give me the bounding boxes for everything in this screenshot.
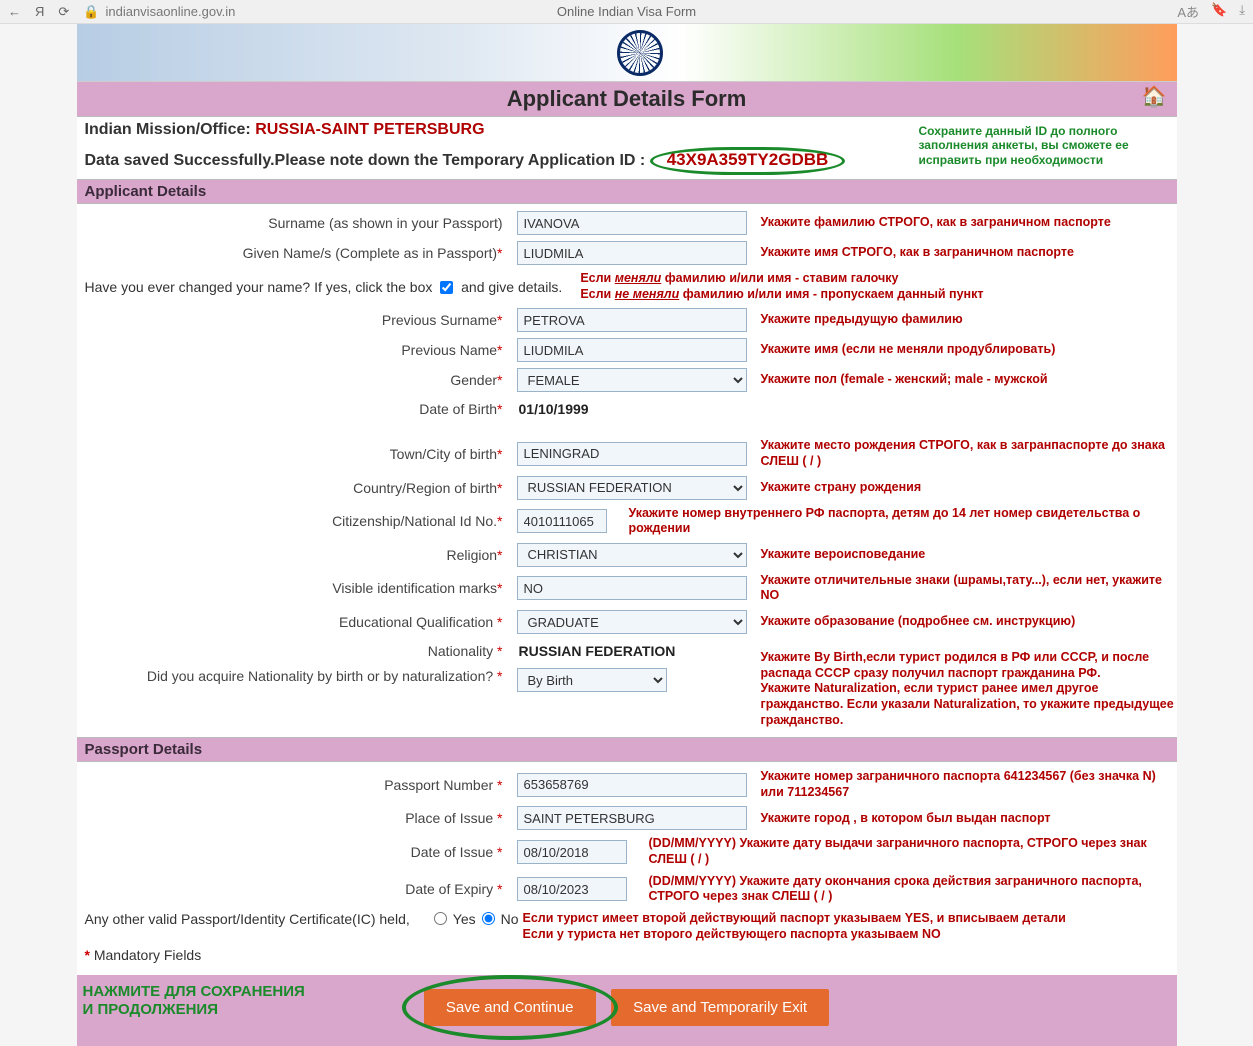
town-input[interactable] xyxy=(517,442,747,466)
label-no: No xyxy=(501,911,519,927)
label-gender: Gender xyxy=(450,372,497,388)
passport-form: Passport Number * Укажите номер загранич… xyxy=(77,762,1177,975)
save-continue-button[interactable]: Save and Continue xyxy=(424,989,596,1026)
hint-passnum: Укажите номер заграничного паспорта 6412… xyxy=(757,769,1177,800)
label-citizenid: Citizenship/National Id No. xyxy=(332,513,497,529)
hint-gender: Укажите пол (female - женский; male - му… xyxy=(757,372,1177,388)
changed-name-checkbox[interactable] xyxy=(440,281,453,294)
label-prev-surname: Previous Surname xyxy=(382,312,497,328)
nationality-value: RUSSIAN FEDERATION xyxy=(517,643,676,659)
dob-value: 01/10/1999 xyxy=(517,401,589,417)
marks-input[interactable] xyxy=(517,576,747,600)
surname-input[interactable] xyxy=(517,211,747,235)
date-expiry-input[interactable] xyxy=(517,877,627,901)
hint-religion: Укажите вероисповедание xyxy=(757,547,1177,563)
hint-prev-name: Укажите имя (если не меняли продублирова… xyxy=(757,342,1177,358)
nationality-acquire-select[interactable]: By Birth xyxy=(517,668,667,692)
hint-date-expiry: (DD/MM/YYYY) Укажите дату окончания срок… xyxy=(645,874,1177,905)
hint-other-passport: Если турист имеет второй действующий пас… xyxy=(519,911,1177,942)
header-banner xyxy=(77,24,1177,82)
label-yes: Yes xyxy=(453,911,476,927)
url-text: indianvisaonline.gov.in xyxy=(105,4,235,19)
browser-toolbar: ← Я ⟳ 🔒 indianvisaonline.gov.in Online I… xyxy=(0,0,1253,24)
label-place-issue: Place of Issue xyxy=(405,810,493,826)
footer-bar: НАЖМИТЕ ДЛЯ СОХРАНЕНИЯ И ПРОДОЛЖЕНИЯ Sav… xyxy=(77,975,1177,1046)
country-birth-select[interactable]: RUSSIAN FEDERATION xyxy=(517,476,747,500)
form-title: Applicant Details Form xyxy=(507,86,747,111)
other-passport-yes-radio[interactable] xyxy=(434,912,447,925)
hint-surname: Укажите фамилию СТРОГО, как в загранично… xyxy=(757,215,1177,231)
mission-label: Indian Mission/Office: xyxy=(85,121,251,138)
hint-country: Укажите страну рождения xyxy=(757,480,1177,496)
label-changed-name: Have you ever changed your name? If yes,… xyxy=(85,279,433,295)
form-title-bar: Applicant Details Form 🏠 xyxy=(77,82,1177,117)
application-id: 43X9A359TY2GDBB xyxy=(650,147,846,175)
yandex-icon[interactable]: Я xyxy=(35,4,44,19)
prev-name-input[interactable] xyxy=(517,338,747,362)
reload-icon[interactable]: ⟳ xyxy=(58,4,69,20)
lock-icon: 🔒 xyxy=(83,4,99,20)
label-prev-name: Previous Name xyxy=(401,342,497,358)
page: Applicant Details Form 🏠 Indian Mission/… xyxy=(77,24,1177,1046)
section-passport-details: Passport Details xyxy=(77,737,1177,762)
citizen-id-input[interactable] xyxy=(517,509,607,533)
hint-citizenid: Укажите номер внутреннего РФ паспорта, д… xyxy=(625,506,1177,537)
hint-edu: Укажите образование (подробнее см. инстр… xyxy=(757,614,1177,630)
label-date-issue: Date of Issue xyxy=(411,844,494,860)
back-icon[interactable]: ← xyxy=(8,4,21,19)
education-select[interactable]: GRADUATE xyxy=(517,610,747,634)
label-acquire: Did you acquire Nationality by birth or … xyxy=(147,668,493,684)
label-country: Country/Region of birth xyxy=(353,480,497,496)
label-edu: Educational Qualification xyxy=(339,614,493,630)
ashoka-chakra-icon xyxy=(617,30,663,76)
passport-number-input[interactable] xyxy=(517,773,747,797)
mission-value: RUSSIA-SAINT PETERSBURG xyxy=(255,121,484,138)
label-changed-tail: and give details. xyxy=(461,279,562,295)
hint-acquire: Укажите By Birth,если турист родился в Р… xyxy=(757,650,1177,728)
label-other-passport: Any other valid Passport/Identity Certif… xyxy=(85,911,410,927)
prev-surname-input[interactable] xyxy=(517,308,747,332)
home-icon[interactable]: 🏠 xyxy=(1142,84,1167,109)
label-marks: Visible identification marks xyxy=(332,580,497,596)
religion-select[interactable]: CHRISTIAN xyxy=(517,543,747,567)
tab-title: Online Indian Visa Form xyxy=(557,4,696,19)
label-date-expiry: Date of Expiry xyxy=(405,881,493,897)
section-applicant-details: Applicant Details xyxy=(77,179,1177,204)
place-issue-input[interactable] xyxy=(517,806,747,830)
other-passport-no-radio[interactable] xyxy=(482,912,495,925)
label-given: Given Name/s (Complete as in Passport) xyxy=(243,245,497,261)
mandatory-note: * Mandatory Fields xyxy=(77,945,1177,969)
hint-changed: Если меняли фамилию и/или имя - ставим г… xyxy=(576,271,1176,302)
hint-prev-surname: Укажите предыдущую фамилию xyxy=(757,312,1177,328)
saved-text: Data saved Successfully.Please note down… xyxy=(85,152,646,169)
label-surname: Surname (as shown in your Passport) xyxy=(77,215,517,231)
hint-marks: Укажите отличительные знаки (шрамы,тату.… xyxy=(757,573,1177,604)
press-to-save-note: НАЖМИТЕ ДЛЯ СОХРАНЕНИЯ И ПРОДОЛЖЕНИЯ xyxy=(83,983,305,1019)
hint-town: Укажите место рождения СТРОГО, как в заг… xyxy=(757,438,1177,469)
save-exit-button[interactable]: Save and Temporarily Exit xyxy=(611,989,829,1026)
label-passnum: Passport Number xyxy=(384,777,493,793)
hint-given: Укажите имя СТРОГО, как в заграничном па… xyxy=(757,245,1177,261)
label-religion: Religion xyxy=(446,547,497,563)
label-town: Town/City of birth xyxy=(390,446,497,462)
download-icon[interactable]: ⤓ xyxy=(1239,2,1245,21)
address-bar[interactable]: 🔒 indianvisaonline.gov.in xyxy=(83,4,235,20)
applicant-form: Surname (as shown in your Passport) Укаж… xyxy=(77,204,1177,737)
hint-place-issue: Укажите город , в котором был выдан пасп… xyxy=(757,811,1177,827)
gender-select[interactable]: FEMALE xyxy=(517,368,747,392)
label-nationality: Nationality xyxy=(428,643,493,659)
given-name-input[interactable] xyxy=(517,241,747,265)
save-id-tip: Сохраните данный ID до полного заполнени… xyxy=(919,124,1169,167)
hint-date-issue: (DD/MM/YYYY) Укажите дату выдачи заграни… xyxy=(645,836,1177,867)
bookmark-icon[interactable]: 🔖 xyxy=(1211,2,1227,21)
translate-icon[interactable]: Aあ xyxy=(1177,2,1199,21)
date-issue-input[interactable] xyxy=(517,840,627,864)
label-dob: Date of Birth xyxy=(419,401,497,417)
